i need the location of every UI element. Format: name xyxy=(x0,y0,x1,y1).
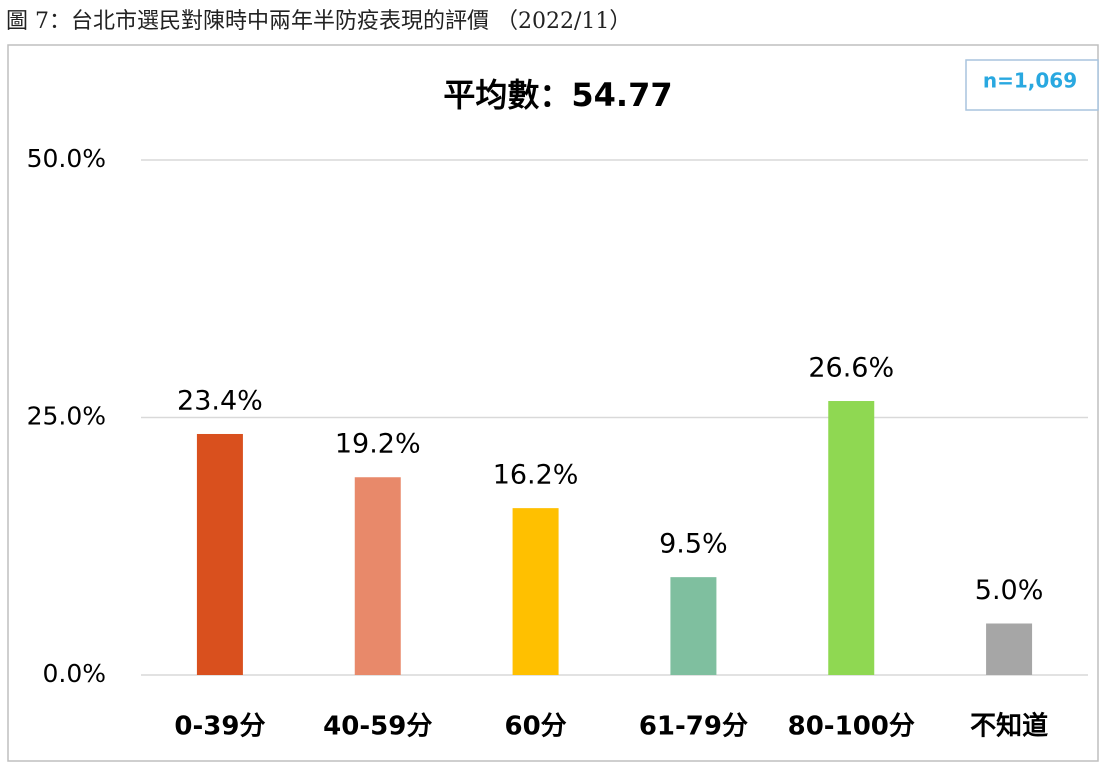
note-box xyxy=(965,59,1099,111)
bar xyxy=(354,477,401,675)
y-tick-label: 50.0% xyxy=(27,144,106,173)
value-label: 9.5% xyxy=(659,529,728,560)
bar xyxy=(512,508,559,675)
value-label: 5.0% xyxy=(975,575,1044,606)
x-tick-label: 61-79分 xyxy=(639,712,748,742)
sample-size: n=1,069 xyxy=(983,69,1077,93)
value-label: 26.6% xyxy=(808,353,894,384)
bar xyxy=(670,577,717,675)
y-tick-label: 0.0% xyxy=(42,659,106,688)
value-label: 16.2% xyxy=(493,460,579,491)
value-label: 23.4% xyxy=(177,385,263,416)
x-tick-label: 80-100分 xyxy=(788,712,915,742)
bar xyxy=(828,401,875,675)
x-tick-label: 不知道 xyxy=(970,711,1048,742)
bar xyxy=(196,433,243,675)
bar xyxy=(986,623,1033,675)
figure-caption: 圖 7：台北市選民對陳時中兩年半防疫表現的評價 （2022/11） xyxy=(6,9,631,34)
x-tick-label: 0-39分 xyxy=(174,712,265,742)
y-tick-label: 25.0% xyxy=(27,402,106,431)
x-tick-label: 60分 xyxy=(504,712,566,742)
chart-title: 平均數：54.77 xyxy=(443,76,672,114)
chart-border xyxy=(7,44,1099,762)
x-tick-label: 40-59分 xyxy=(323,712,432,742)
value-label: 19.2% xyxy=(335,429,421,460)
